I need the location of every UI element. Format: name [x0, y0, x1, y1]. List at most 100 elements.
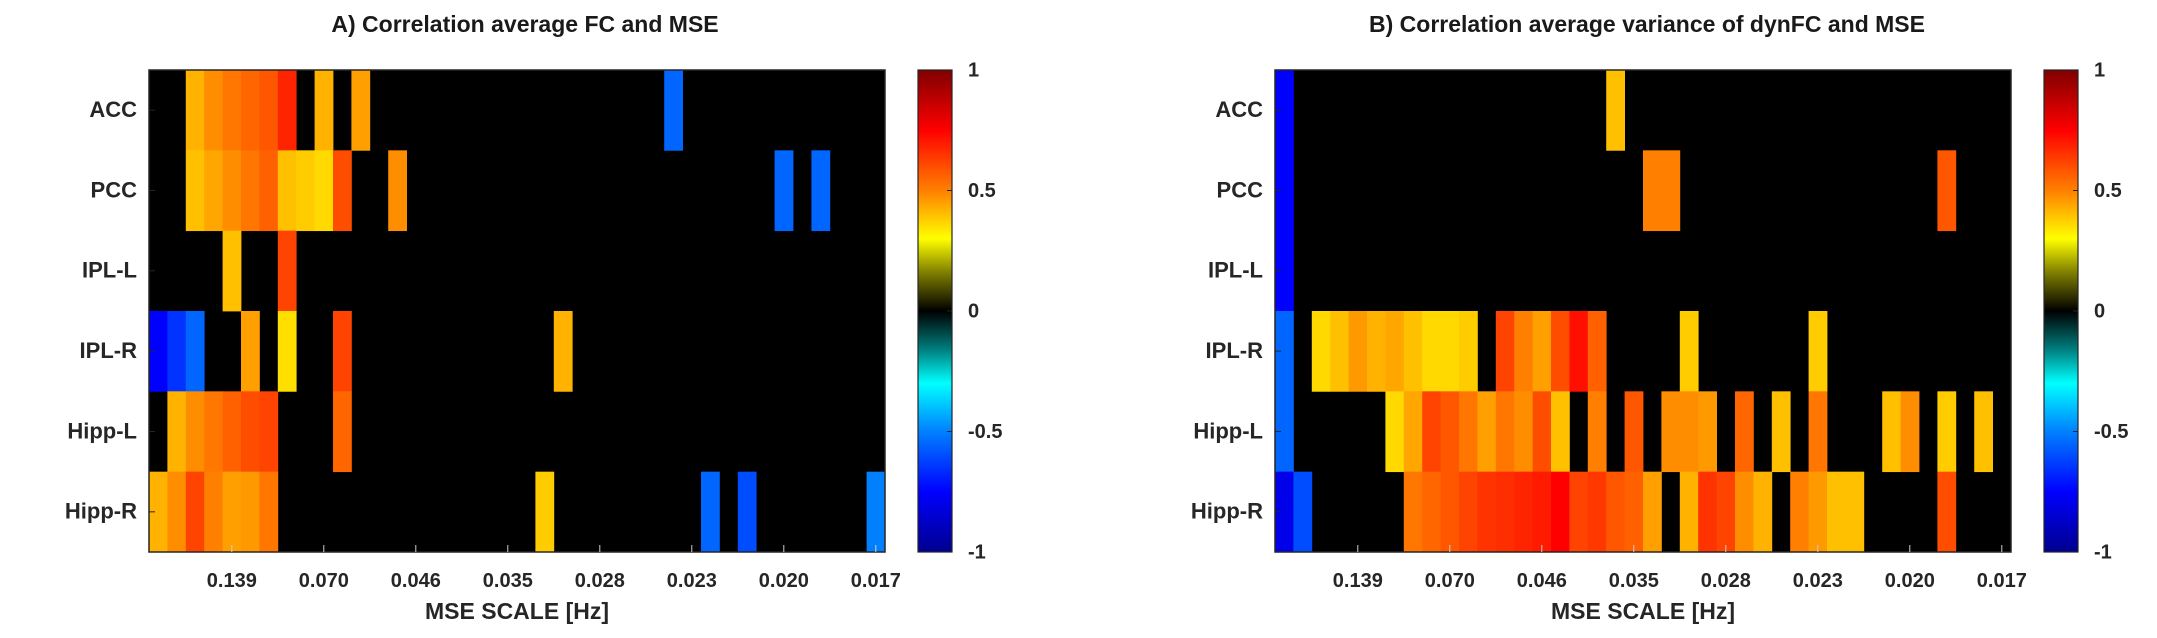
heatmap-cell: [1440, 311, 1460, 392]
heatmap-cell: [774, 150, 794, 232]
heatmap-cell: [1422, 391, 1441, 473]
heatmap-cell: [1532, 471, 1552, 553]
heatmap-cell: [333, 311, 352, 392]
colorbar: -1 -0.5 0 0.5 1: [917, 59, 1002, 563]
heatmap-cell: [1514, 471, 1533, 553]
heatmap-cell: [241, 70, 260, 151]
x-tick-label: 0.046: [391, 570, 441, 592]
heatmap-cell: [185, 311, 205, 392]
y-tick-label: IPL-R: [1206, 338, 1264, 363]
y-tick-label: Hipp-R: [65, 499, 137, 524]
x-tick-label: 0.028: [575, 570, 625, 592]
heatmap-cell: [277, 230, 297, 312]
heatmap-cell: [1477, 391, 1497, 473]
x-tick-label: 0.017: [851, 570, 901, 592]
heatmap-cell: [1661, 391, 1681, 473]
heatmap-cell: [185, 391, 205, 473]
heatmap-cell: [1275, 471, 1294, 553]
heatmap-cell: [1275, 150, 1294, 232]
heatmap-cell: [167, 311, 187, 392]
heatmap-cell: [664, 70, 683, 151]
heatmap-cell: [1403, 391, 1423, 473]
y-tick-label: ACC: [1215, 97, 1263, 122]
heatmap-cell: [866, 471, 886, 553]
heatmap-cell: [185, 150, 205, 232]
x-tick-label: 0.023: [1793, 570, 1843, 592]
heatmap-cell: [1643, 471, 1662, 553]
heatmap-cell: [1440, 391, 1460, 473]
colorbar-tick-label: 0.5: [968, 180, 996, 202]
heatmap-cell: [1569, 311, 1589, 392]
x-tick-label: 0.139: [1333, 570, 1383, 592]
heatmap-cell: [553, 311, 573, 392]
x-tick-label: 0.070: [1425, 570, 1475, 592]
heatmap-cell: [1587, 311, 1607, 392]
heatmap-cell: [241, 391, 260, 473]
heatmap-cell: [1771, 391, 1791, 473]
heatmap-cell: [149, 471, 168, 553]
heatmap-cell: [1974, 391, 1993, 473]
x-tick-label: 0.046: [1517, 570, 1567, 592]
heatmap-cell: [1753, 471, 1773, 553]
heatmap-cell: [204, 150, 223, 232]
heatmap-cell: [333, 150, 352, 232]
heatmap-cell: [222, 70, 242, 151]
heatmap-cell: [1551, 471, 1570, 553]
heatmap-cell: [314, 70, 334, 151]
y-tick-label: PCC: [91, 177, 138, 202]
heatmap-cell: [1624, 391, 1644, 473]
heatmap-cell: [259, 471, 279, 553]
heatmap-cell: [1808, 471, 1828, 553]
heatmap-cell: [204, 391, 223, 473]
colorbar-tick-label: 1: [2094, 59, 2105, 81]
heatmap-cell: [1698, 391, 1717, 473]
heatmap-cell: [351, 70, 371, 151]
heatmap-cell: [1882, 391, 1901, 473]
heatmap-cell: [1348, 311, 1368, 392]
heatmap-cell: [1679, 471, 1699, 553]
heatmap-cell: [737, 471, 757, 553]
heatmap-cell: [1606, 471, 1625, 553]
heatmap-cell: [1403, 471, 1423, 553]
heatmap-cell: [1532, 311, 1552, 392]
heatmap-cell: [1495, 391, 1515, 473]
heatmap-cell: [241, 471, 260, 553]
panel-b: B) Correlation average variance of dynFC…: [1191, 11, 2129, 624]
chart-title: B) Correlation average variance of dynFC…: [1369, 11, 1925, 37]
heatmap-cells: [1275, 70, 2011, 553]
heatmap-cell: [1679, 311, 1699, 392]
x-tick-label: 0.020: [759, 570, 809, 592]
heatmap-cell: [1459, 311, 1478, 392]
heatmap-cell: [1624, 471, 1644, 553]
heatmap-cell: [277, 70, 297, 151]
x-tick-label: 0.139: [207, 570, 257, 592]
heatmap-cell: [535, 471, 555, 553]
heatmap-cell: [701, 471, 720, 553]
x-tick-labels: 0.139 0.070 0.046 0.035 0.028 0.023 0.02…: [1333, 570, 2027, 592]
heatmap-cell: [1937, 471, 1957, 553]
heatmap-cell: [1698, 471, 1717, 553]
heatmap-cell: [1403, 311, 1423, 392]
heatmap-cell: [1827, 471, 1846, 553]
heatmap-cell: [1790, 471, 1809, 553]
y-tick-labels: ACC PCC IPL-L IPL-R Hipp-L Hipp-R: [65, 97, 137, 524]
heatmap-cell: [1716, 471, 1736, 553]
heatmap-cell: [1514, 391, 1533, 473]
heatmap-cell: [1661, 150, 1681, 232]
heatmap-cell: [167, 471, 187, 553]
colorbar-tick-label: 1: [968, 59, 979, 81]
heatmap-cell: [1293, 471, 1313, 553]
heatmap-cell: [222, 150, 242, 232]
x-tick-label: 0.035: [1609, 570, 1659, 592]
heatmap-cell: [1514, 311, 1533, 392]
y-tick-labels: ACC PCC IPL-L IPL-R Hipp-L Hipp-R: [1191, 97, 1263, 524]
colorbar-tick-label: 0: [968, 300, 979, 322]
heatmap-cell: [1477, 471, 1497, 553]
heatmap-cell: [1569, 471, 1589, 553]
x-tick-label: 0.023: [667, 570, 717, 592]
heatmap-cell: [1275, 391, 1294, 473]
heatmap-cell: [1385, 311, 1405, 392]
heatmap-cell: [296, 150, 315, 232]
heatmap-cell: [1440, 471, 1460, 553]
heatmap-cell: [314, 150, 334, 232]
